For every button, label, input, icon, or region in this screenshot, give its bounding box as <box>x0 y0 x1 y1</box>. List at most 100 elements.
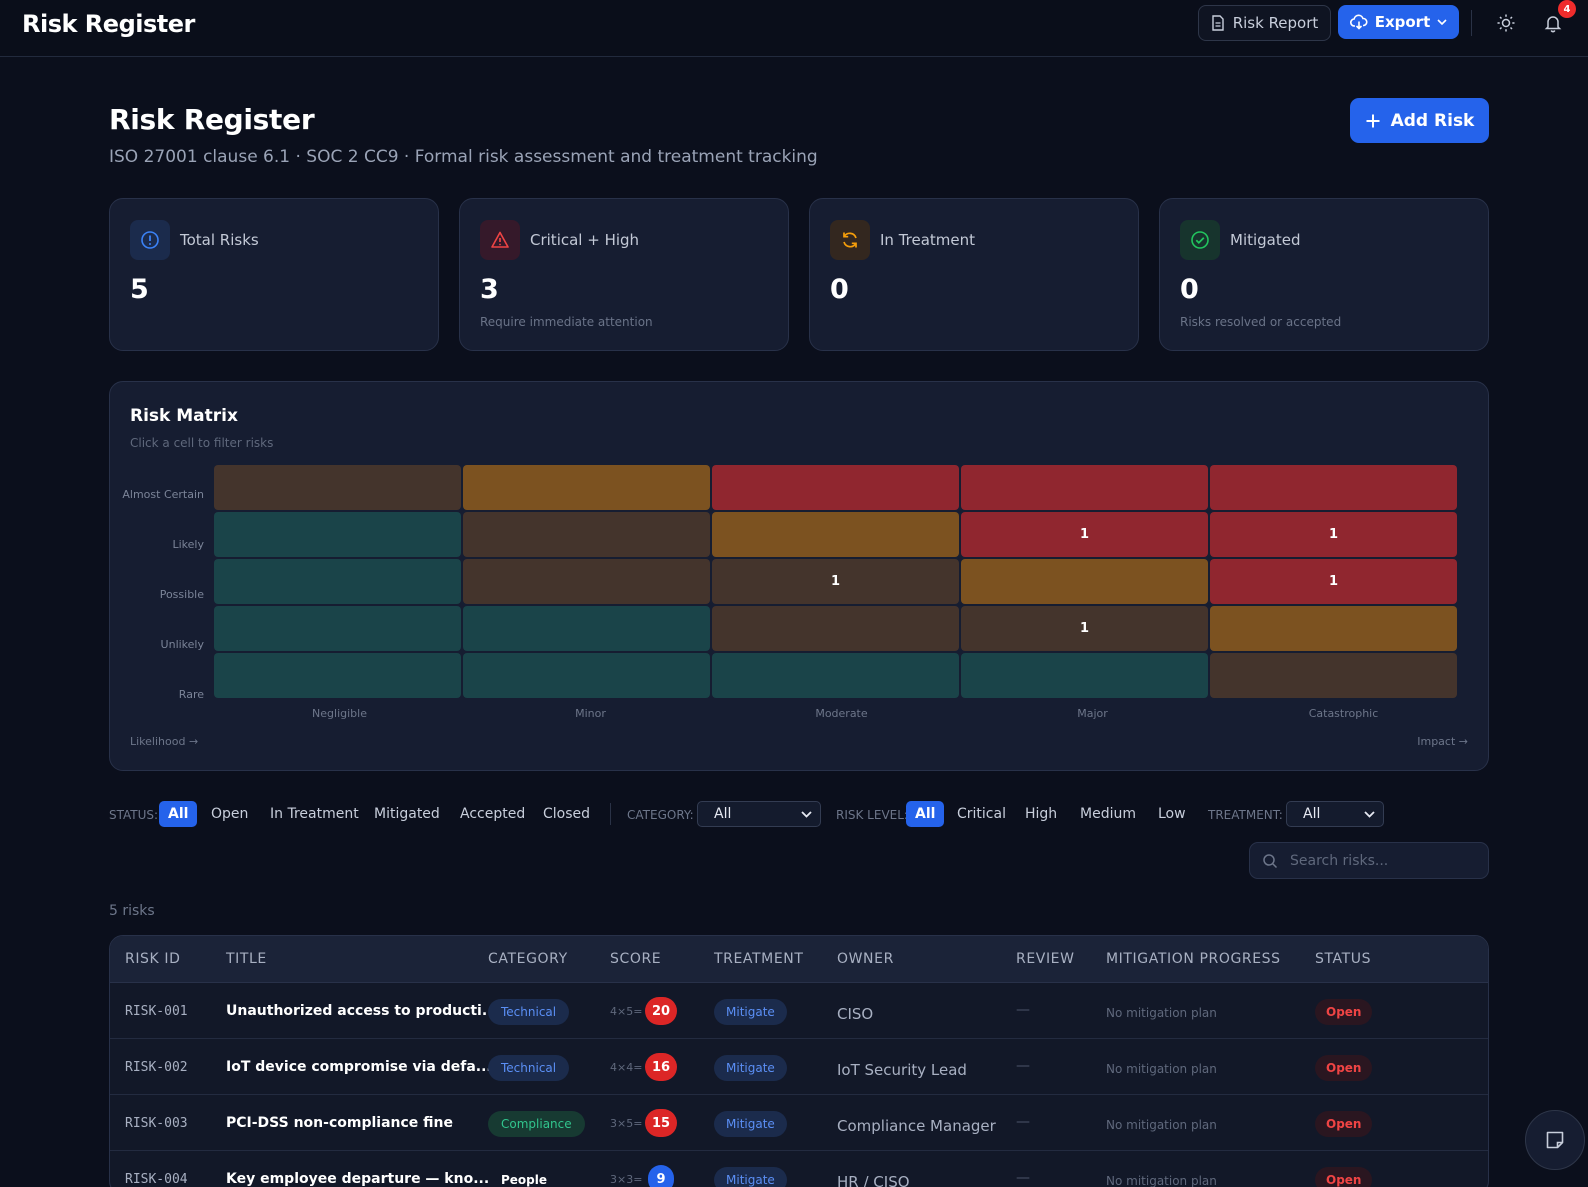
matrix-cell[interactable] <box>1210 606 1457 651</box>
risk-id: RISK-003 <box>125 1116 188 1131</box>
matrix-cell[interactable] <box>961 465 1208 510</box>
matrix-title: Risk Matrix <box>130 406 238 426</box>
matrix-cell[interactable] <box>1210 465 1457 510</box>
notifications-button[interactable] <box>1540 10 1566 36</box>
mitigation-progress: No mitigation plan <box>1106 1062 1217 1076</box>
add-risk-button[interactable]: Add Risk <box>1350 98 1489 143</box>
status-badge: Open <box>1315 1055 1373 1081</box>
search-input[interactable]: Search risks... <box>1290 853 1389 869</box>
category-select[interactable]: All <box>697 801 821 827</box>
risk-level-filter-all[interactable]: All <box>906 801 945 827</box>
mitigation-progress: No mitigation plan <box>1106 1118 1217 1132</box>
refresh-icon <box>830 220 870 260</box>
risk-id: RISK-001 <box>125 1004 188 1019</box>
owner: Compliance Manager <box>837 1117 996 1135</box>
status-filter-accepted[interactable]: Accepted <box>460 806 526 822</box>
search-box[interactable]: Search risks... <box>1249 842 1489 879</box>
stat-label: In Treatment <box>880 231 976 249</box>
filter-divider <box>610 803 611 825</box>
matrix-cell[interactable] <box>1210 653 1457 698</box>
stat-value: 3 <box>480 274 499 305</box>
risk-title[interactable]: IoT device compromise via defa... <box>226 1059 492 1075</box>
matrix-cell[interactable] <box>463 559 710 604</box>
matrix-cell[interactable] <box>463 653 710 698</box>
matrix-cell[interactable] <box>214 606 461 651</box>
stat-card-critical-high: Critical + High 3 Require immediate atte… <box>459 198 789 351</box>
status-filter-open[interactable]: Open <box>211 806 249 822</box>
mitigation-progress: No mitigation plan <box>1106 1174 1217 1187</box>
column-header[interactable]: TITLE <box>226 951 267 967</box>
plus-icon <box>1366 114 1380 127</box>
risk-title[interactable]: PCI-DSS non-compliance fine <box>226 1115 453 1131</box>
matrix-cell[interactable]: 1 <box>1210 512 1457 557</box>
matrix-cell[interactable] <box>214 653 461 698</box>
status-filter-mitigated[interactable]: Mitigated <box>374 806 440 822</box>
review-date: — <box>1016 1114 1030 1130</box>
matrix-cell[interactable] <box>463 606 710 651</box>
treatment-filter-label: TREATMENT: <box>1208 808 1283 822</box>
export-button[interactable]: Export <box>1338 5 1459 39</box>
likelihood-label: Almost Certain <box>122 488 204 501</box>
risk-count: 5 risks <box>109 903 155 919</box>
chevron-down-icon <box>801 810 812 818</box>
score-formula: 4×5= <box>610 1005 643 1018</box>
column-header[interactable]: RISK ID <box>125 951 181 967</box>
matrix-cell[interactable]: 1 <box>961 512 1208 557</box>
matrix-cell[interactable] <box>712 465 959 510</box>
column-header[interactable]: REVIEW <box>1016 951 1075 967</box>
matrix-cell[interactable] <box>463 512 710 557</box>
search-icon <box>1263 854 1278 869</box>
status-filter-in-treatment[interactable]: In Treatment <box>270 806 359 822</box>
stat-card-in-treatment: In Treatment 0 <box>809 198 1139 351</box>
risk-title[interactable]: Unauthorized access to producti... <box>226 1003 498 1019</box>
treatment-select[interactable]: All <box>1286 801 1384 827</box>
stat-card-total: Total Risks 5 <box>109 198 439 351</box>
matrix-cell[interactable] <box>712 653 959 698</box>
matrix-cell[interactable] <box>961 653 1208 698</box>
category-badge: People <box>501 1173 548 1187</box>
export-label: Export <box>1374 13 1431 31</box>
column-header[interactable]: STATUS <box>1315 951 1372 967</box>
notes-fab-button[interactable] <box>1525 1110 1585 1170</box>
risk-level-filter-low[interactable]: Low <box>1158 806 1186 822</box>
risk-level-filter-medium[interactable]: Medium <box>1080 806 1136 822</box>
status-badge: Open <box>1315 1167 1373 1187</box>
status-filter-all[interactable]: All <box>159 801 198 827</box>
impact-label: Catastrophic <box>1308 707 1379 720</box>
matrix-cell[interactable]: 1 <box>712 559 959 604</box>
top-bar: Risk Register Risk Report Export 4 <box>0 0 1588 57</box>
matrix-cell[interactable] <box>712 512 959 557</box>
theme-toggle-button[interactable] <box>1493 10 1519 36</box>
table-row[interactable]: RISK-003 PCI-DSS non-compliance fine Com… <box>110 1095 1488 1151</box>
matrix-cell[interactable]: 1 <box>961 606 1208 651</box>
column-header[interactable]: CATEGORY <box>488 951 568 967</box>
table-row[interactable]: RISK-001 Unauthorized access to producti… <box>110 983 1488 1039</box>
risk-level-filter-high[interactable]: High <box>1025 806 1058 822</box>
risk-report-button[interactable]: Risk Report <box>1198 5 1331 41</box>
stat-label: Total Risks <box>180 231 259 249</box>
column-header[interactable]: OWNER <box>837 951 894 967</box>
risk-title[interactable]: Key employee departure — kno... <box>226 1171 490 1187</box>
column-header[interactable]: MITIGATION PROGRESS <box>1106 951 1281 967</box>
column-header[interactable]: SCORE <box>610 951 662 967</box>
matrix-cell[interactable] <box>214 465 461 510</box>
score-badge: 16 <box>645 1053 677 1081</box>
score-formula: 3×5= <box>610 1117 643 1130</box>
status-filter-closed[interactable]: Closed <box>543 806 591 822</box>
matrix-cell[interactable] <box>463 465 710 510</box>
matrix-subtitle: Click a cell to filter risks <box>130 436 274 450</box>
matrix-cell[interactable] <box>961 559 1208 604</box>
table-row[interactable]: RISK-004 Key employee departure — kno...… <box>110 1151 1488 1187</box>
likelihood-label: Rare <box>178 688 204 701</box>
table-row[interactable]: RISK-002 IoT device compromise via defa.… <box>110 1039 1488 1095</box>
matrix-cell[interactable]: 1 <box>1210 559 1457 604</box>
column-header[interactable]: TREATMENT <box>714 951 804 967</box>
owner: CISO <box>837 1005 874 1023</box>
toolbar-divider <box>1471 10 1472 36</box>
matrix-cell[interactable] <box>214 512 461 557</box>
risk-level-filter-critical[interactable]: Critical <box>957 806 1006 822</box>
stat-note: Risks resolved or accepted <box>1180 315 1342 329</box>
stat-label: Mitigated <box>1230 231 1301 249</box>
matrix-cell[interactable] <box>712 606 959 651</box>
matrix-cell[interactable] <box>214 559 461 604</box>
